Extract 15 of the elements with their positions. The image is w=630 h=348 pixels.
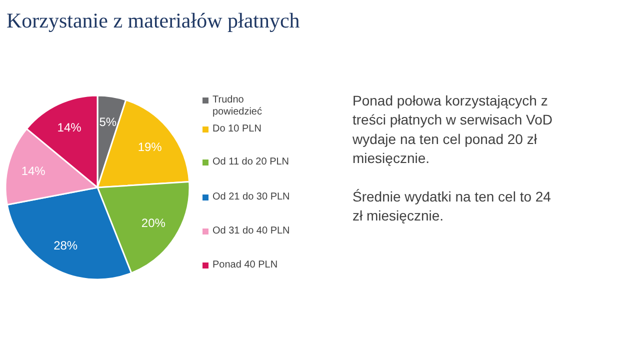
- text: Średnie wydatki na ten cel to 24 zł miesięcznie.: [352, 188, 552, 224]
- legend-label: Ponad 40 PLN: [212, 260, 278, 270]
- legend-label: Od 31 do 40 PLN: [212, 226, 290, 236]
- legend-label: Od 11 do 20 PLN: [212, 156, 290, 168]
- legend-label: Do 10 PLN: [212, 124, 262, 134]
- data-label: 20%: [141, 216, 166, 230]
- legend-label: Od 21 do 30 PLN: [212, 192, 290, 202]
- chart-title: Korzystanie z materiałów płatnych: [6, 8, 300, 32]
- data-label: 5%: [99, 115, 117, 130]
- text: Ponad połowa korzystających z treści płatnych w serwisach VoD wydaje na ten cel ponad 20 zł miesięcznie.: [352, 92, 552, 166]
- legend-label: Trudno powiedzieć: [212, 94, 262, 118]
- data-label: 14%: [57, 120, 82, 135]
- data-label: 19%: [138, 140, 162, 154]
- data-label: 14%: [21, 164, 46, 178]
- data-label: 28%: [54, 238, 78, 253]
